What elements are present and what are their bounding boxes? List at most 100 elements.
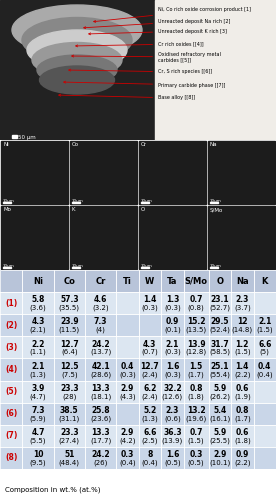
Bar [139, 336, 161, 358]
Text: (0.4): (0.4) [142, 460, 158, 466]
Bar [139, 314, 161, 336]
Text: 12.5: 12.5 [60, 362, 79, 370]
Text: (5): (5) [260, 349, 270, 356]
Text: (3.6): (3.6) [30, 305, 46, 312]
Text: 1.6: 1.6 [166, 450, 179, 459]
Text: (4.2): (4.2) [119, 438, 136, 444]
Text: (0.3): (0.3) [119, 371, 136, 378]
Text: (4): (4) [95, 327, 105, 334]
Text: (2.4): (2.4) [142, 393, 158, 400]
Text: (12.6): (12.6) [162, 393, 183, 400]
Bar [254, 358, 276, 380]
Bar [22, 270, 54, 292]
Text: (1.7): (1.7) [234, 416, 251, 422]
Bar [0, 270, 22, 292]
Text: 0.6: 0.6 [236, 428, 249, 437]
Text: (23.6): (23.6) [90, 416, 111, 422]
Text: (3.7): (3.7) [234, 305, 251, 312]
Text: (3.2): (3.2) [92, 305, 109, 312]
Text: (1): (1) [5, 298, 17, 308]
Bar [116, 447, 139, 469]
Text: Primary carbide phase [[7]]: Primary carbide phase [[7]] [64, 81, 225, 87]
Text: (26): (26) [93, 460, 108, 466]
Text: 1.4: 1.4 [143, 296, 156, 304]
Text: (7.5): (7.5) [61, 371, 78, 378]
Text: (2): (2) [5, 321, 17, 330]
Text: (5.9): (5.9) [30, 416, 46, 422]
Bar [85, 270, 116, 292]
Text: 50 μm: 50 μm [18, 134, 36, 140]
Text: (12.8): (12.8) [185, 349, 207, 356]
Text: 4.7: 4.7 [31, 428, 45, 437]
Text: Ni: Ni [33, 276, 43, 285]
Bar [139, 380, 161, 402]
Text: 3.9: 3.9 [31, 384, 45, 393]
Text: (26.2): (26.2) [209, 393, 230, 400]
Text: 6.2: 6.2 [143, 384, 156, 393]
Text: 25.8: 25.8 [91, 406, 110, 415]
Text: Mo: Mo [3, 207, 11, 212]
Text: (28): (28) [62, 393, 76, 400]
Bar [231, 380, 254, 402]
Bar [184, 336, 209, 358]
Bar [254, 447, 276, 469]
Text: 13.3: 13.3 [91, 428, 110, 437]
Text: Ti: Ti [123, 276, 132, 285]
Text: (17.7): (17.7) [90, 438, 111, 444]
Text: 13.9: 13.9 [187, 340, 205, 348]
Text: Ta: Ta [167, 276, 177, 285]
Bar [70, 141, 137, 204]
Text: (1.8): (1.8) [234, 438, 251, 444]
Bar [231, 424, 254, 447]
Text: 5.8: 5.8 [31, 296, 45, 304]
Bar [210, 202, 218, 203]
Text: (0.5): (0.5) [188, 460, 205, 466]
Text: 2.9: 2.9 [121, 428, 134, 437]
Text: (52.4): (52.4) [209, 327, 230, 334]
Bar [155, 0, 276, 140]
Text: 23.3: 23.3 [60, 384, 79, 393]
Text: (4): (4) [5, 365, 17, 374]
Text: (4.7): (4.7) [30, 393, 46, 400]
Text: (16.1): (16.1) [209, 416, 230, 422]
Text: (13.5): (13.5) [185, 327, 207, 334]
Bar [208, 141, 275, 204]
Text: 10µm: 10µm [72, 199, 84, 203]
Text: 2.3: 2.3 [236, 296, 249, 304]
Text: Ni: Ni [3, 142, 9, 147]
Bar [161, 336, 184, 358]
Bar [254, 380, 276, 402]
Text: 5.4: 5.4 [213, 406, 226, 415]
Bar [0, 0, 155, 140]
Text: 1.2: 1.2 [236, 340, 249, 348]
Text: (1.9): (1.9) [234, 393, 251, 400]
Text: 10: 10 [33, 450, 43, 459]
Bar [161, 402, 184, 424]
Text: 12: 12 [237, 318, 248, 326]
Text: 8: 8 [147, 450, 153, 459]
Bar [116, 270, 139, 292]
Text: 42.1: 42.1 [91, 362, 110, 370]
Bar [254, 314, 276, 336]
Bar [254, 336, 276, 358]
Bar [184, 358, 209, 380]
Bar [54, 314, 85, 336]
Text: Cr, S rich species [[6]]: Cr, S rich species [[6]] [69, 69, 212, 74]
Bar [231, 292, 254, 314]
Text: 10µm: 10µm [72, 264, 84, 268]
Bar [85, 447, 116, 469]
Text: 0.8: 0.8 [235, 406, 249, 415]
Text: (1.1): (1.1) [30, 349, 46, 356]
Text: Co: Co [72, 142, 79, 147]
Text: Base alloy [[8]]: Base alloy [[8]] [59, 94, 195, 100]
Bar [139, 270, 161, 292]
Text: 2.2: 2.2 [31, 340, 45, 348]
Text: (18.1): (18.1) [90, 393, 111, 400]
Text: (2.2): (2.2) [234, 371, 251, 378]
Bar [210, 267, 218, 268]
Bar [85, 292, 116, 314]
Bar [139, 402, 161, 424]
Bar [231, 358, 254, 380]
Text: (0.7): (0.7) [142, 349, 158, 356]
Text: 29.5: 29.5 [211, 318, 229, 326]
